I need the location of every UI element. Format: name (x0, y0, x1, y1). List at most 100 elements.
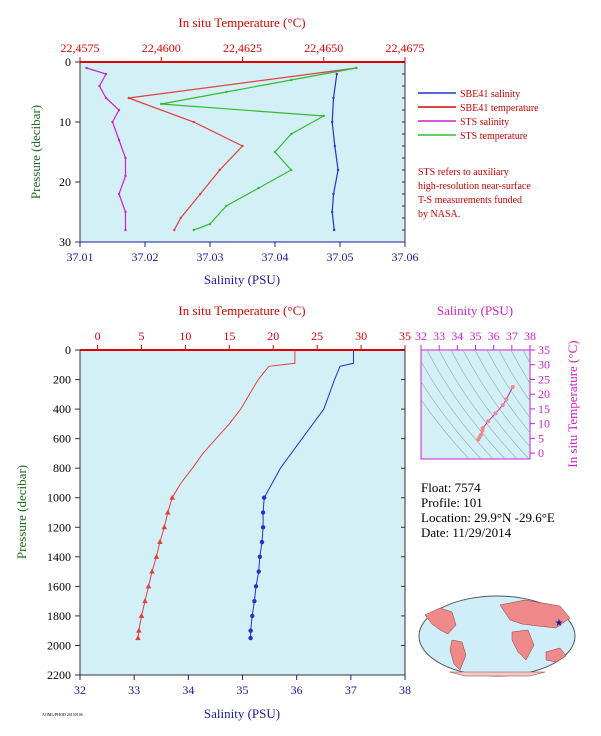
full-profile-salinity-tick-label: 33 (128, 683, 140, 697)
near-surface-pressure-tick-label: 30 (59, 235, 71, 249)
full-profile-salinity-tick-label: 38 (399, 683, 411, 697)
ts-temperature-tick-label: 15 (538, 402, 550, 416)
full-profile-temperature-marker (145, 583, 152, 589)
footer-code: AOML/PHOD 20150106 (42, 712, 83, 717)
ts-salinity-tick-label: 34 (451, 329, 463, 343)
float-id: Float: 7574 (421, 480, 481, 495)
full-profile-temperature-tick-label: 35 (399, 329, 411, 343)
sts-note-line-1: STS refers to auxiliary (418, 167, 509, 178)
ts-temperature-tick-label: 0 (538, 446, 544, 460)
full-profile-sbe41-salinity-line (250, 350, 354, 639)
near-surface-sts-temperature-point (355, 66, 358, 70)
near-surface-sbe41-temperature-point (127, 96, 130, 100)
sts-note: STS refers to auxiliary high-resolution … (418, 167, 531, 220)
near-surface-left-axis-label: Pressure (decibar) (28, 105, 43, 199)
full-profile-salinity-marker (257, 554, 263, 560)
near-surface-sbe41-salinity-point (332, 192, 335, 196)
full-profile-salinity-tick-label: 36 (291, 683, 303, 697)
near-surface-sbe41-temperature-point (173, 228, 176, 232)
full-profile-pressure-tick-label: 200 (53, 373, 71, 387)
legend-label-sts-temperature: STS temperature (460, 131, 528, 142)
near-surface-sts-temperature-point (290, 132, 293, 136)
near-surface-salinity-tick-label: 37.06 (392, 250, 419, 264)
near-surface-sts-salinity-point (117, 108, 121, 112)
near-surface-top-axis-label: In situ Temperature (°C) (178, 15, 305, 30)
ts-isopycnal-line (438, 350, 518, 459)
full-profile-temperature-marker (142, 598, 148, 604)
near-surface-series (85, 66, 358, 232)
near-surface-sbe41-salinity-point (331, 120, 334, 124)
near-surface-sts-temperature-point (225, 90, 228, 94)
full-profile-pressure-tick-label: 1800 (47, 609, 71, 623)
full-profile-top-axis-label: In situ Temperature (°C) (178, 303, 305, 318)
full-profile-salinity-marker (260, 510, 266, 515)
near-surface-salinity-tick-label: 37.02 (132, 250, 159, 264)
world-map-locator: ★ (418, 595, 576, 677)
ts-isopycnals (421, 350, 530, 459)
near-surface-sts-salinity-point (117, 192, 121, 196)
near-surface-temperature-tick-label: 22,4600 (142, 41, 181, 55)
near-surface-sts-temperature-point (322, 114, 325, 118)
full-profile-temperature-marker (165, 509, 171, 515)
near-surface-salinity-tick-label: 37.05 (327, 250, 354, 264)
full-profile-temperature-marker (138, 612, 145, 618)
float-location-marker: ★ (555, 618, 564, 629)
full-profile-temperature-marker (153, 553, 160, 559)
near-surface-sbe41-salinity-point (333, 144, 336, 148)
near-surface-salinity-tick-label: 37.04 (262, 250, 289, 264)
full-profile-pressure-tick-label: 1600 (47, 579, 71, 593)
near-surface-temperature-tick-label: 22,4625 (223, 41, 262, 55)
near-surface-sts-salinity-point (104, 96, 108, 100)
ts-isopycnal-line (421, 381, 482, 459)
near-surface-sts-salinity-point (98, 84, 101, 88)
ts-profile-point (486, 419, 491, 424)
full-profile-pressure-tick-label: 1400 (47, 550, 71, 564)
near-surface-sbe41-salinity-point (335, 72, 338, 76)
near-surface-sts-temperature-point (257, 186, 260, 190)
full-profile-salinity-marker (252, 598, 257, 604)
ts-temperature-tick-label: 5 (538, 431, 544, 445)
full-profile-plot-area (79, 349, 406, 676)
full-profile-pressure-tick-label: 2200 (47, 668, 71, 682)
ts-profile-point (493, 411, 498, 416)
full-profile-temperature-tick-label: 30 (355, 329, 367, 343)
full-profile-left-axis-label: Pressure (decibar) (14, 465, 29, 559)
full-profile-salinity-tick-label: 34 (182, 683, 194, 697)
near-surface-sbe41-temperature-point (199, 192, 202, 196)
full-profile-axes: 0 5 10 15 20 25 30 35 32 33 34 35 36 37 38 0 200 400 600 80… (47, 329, 411, 697)
ts-isopycnal-line (498, 350, 530, 402)
near-surface-sts-temperature-line (161, 67, 357, 231)
ts-profile-point (504, 397, 509, 402)
ts-isopycnal-line (421, 360, 494, 459)
near-surface-sts-temperature-point (225, 204, 228, 208)
near-surface-sts-salinity-point (124, 156, 127, 160)
full-profile-series (135, 350, 354, 641)
near-surface-sts-salinity-point (85, 66, 88, 70)
map-americas (424, 607, 467, 671)
map-antarctica (449, 671, 546, 677)
profile-number: Profile: 101 (421, 495, 483, 510)
full-profile-salinity-marker (259, 539, 265, 545)
full-profile-pressure-tick-label: 2000 (47, 638, 71, 652)
full-profile-temperature-marker (135, 635, 141, 641)
full-profile-salinity-marker (261, 495, 267, 500)
full-profile-sbe41-temperature-line (137, 350, 296, 639)
full-profile-salinity-marker (256, 569, 261, 574)
near-surface-sbe41-salinity-point (336, 168, 340, 172)
ts-isopycnal-line (486, 350, 530, 419)
ts-isopycnal-line (421, 399, 470, 459)
full-profile-temperature-marker (149, 568, 155, 574)
full-profile-temperature-marker (157, 539, 163, 545)
map-australia (545, 647, 567, 663)
full-profile-temperature-tick-label: 5 (138, 329, 144, 343)
legend-label-sbe41-salinity: SBE41 salinity (460, 89, 520, 100)
ts-temperature-tick-label: 25 (538, 372, 550, 386)
full-profile-salinity-marker (260, 525, 266, 530)
ts-isopycnal-line (426, 350, 506, 459)
near-surface-temperature-tick-label: 22,4575 (61, 41, 100, 55)
full-profile-panel: 0 5 10 15 20 25 30 35 32 33 34 35 36 37 38 0 200 400 600 80… (14, 303, 411, 721)
near-surface-bottom-axis-label: Salinity (PSU) (204, 272, 280, 287)
full-profile-temperature-tick-label: 25 (311, 329, 323, 343)
full-profile-pressure-tick-label: 600 (53, 432, 71, 446)
